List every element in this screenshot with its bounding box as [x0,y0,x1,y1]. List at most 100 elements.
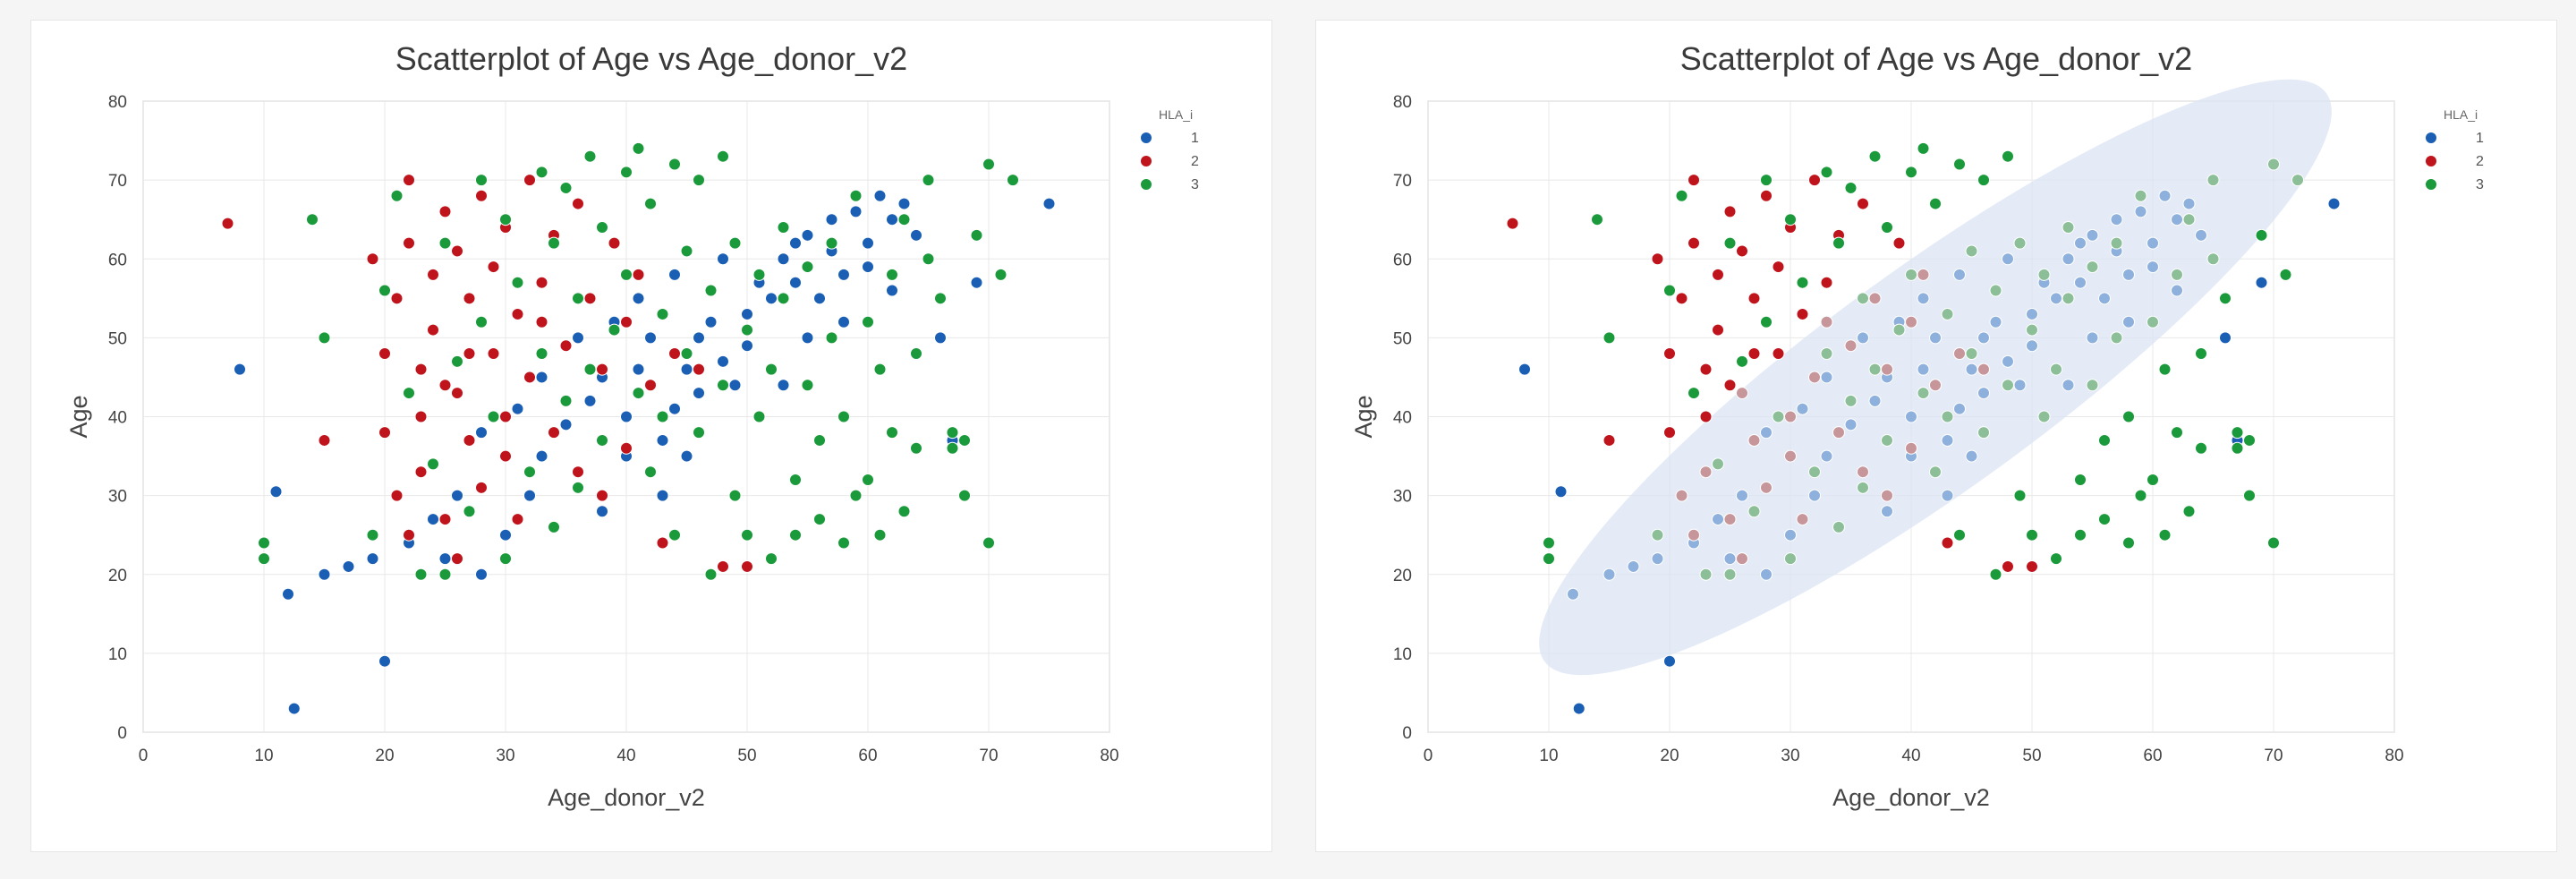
data-point-series-3 [1675,189,1688,202]
data-point-series-3 [1905,268,1917,281]
data-point-series-3 [717,149,729,163]
data-point-series-3 [2195,347,2207,360]
data-point-series-2 [559,339,573,353]
data-point-series-1 [777,379,790,392]
data-point-series-1 [1941,489,1954,502]
data-point-series-1 [451,489,463,502]
data-point-series-3 [2062,292,2075,305]
data-point-series-2 [511,513,524,526]
data-point-series-2 [1760,189,1773,202]
data-point-series-2 [1881,489,1893,502]
data-point-series-2 [1663,426,1676,440]
data-point-series-3 [1543,536,1555,550]
data-point-series-1 [934,331,947,345]
data-point-series-2 [548,426,560,440]
data-point-series-2 [1723,513,1737,526]
data-point-series-2 [1796,513,1809,526]
data-point-series-3 [572,481,584,494]
data-point-series-2 [1808,174,1821,187]
data-point-series-2 [403,236,415,250]
data-point-series-1 [2255,276,2268,289]
data-point-series-3 [656,410,669,423]
data-point-series-2 [390,292,404,305]
data-point-series-2 [2026,559,2038,573]
data-point-series-3 [1747,505,1761,518]
data-point-series-1 [886,284,898,297]
data-point-series-3 [752,410,766,423]
data-point-series-1 [2062,252,2075,266]
y-tick-label: 80 [108,93,127,112]
data-point-series-3 [958,489,971,502]
data-point-series-3 [656,307,669,320]
data-point-series-2 [1881,363,1893,376]
data-point-series-3 [1989,568,2002,581]
data-point-series-3 [1929,197,1942,210]
data-point-series-1 [886,213,898,226]
data-point-series-3 [2158,528,2172,542]
data-point-series-3 [1784,552,1797,566]
x-axis-title: Age_donor_v2 [1832,784,1990,811]
data-point-series-3 [849,489,863,502]
data-point-series-1 [2098,292,2111,305]
data-point-series-2 [451,552,463,566]
data-point-series-2 [1675,489,1688,502]
data-point-series-2 [2002,559,2014,573]
data-point-series-2 [390,489,404,502]
data-point-series-2 [1772,347,1785,360]
data-point-series-3 [789,474,802,486]
data-point-series-3 [1941,307,1954,320]
legend-marker-3 [1141,179,1152,190]
data-point-series-3 [1760,174,1773,187]
data-point-series-1 [2134,205,2147,218]
data-point-series-2 [535,276,548,289]
data-point-series-2 [1953,347,1966,360]
data-point-series-1 [1736,489,1748,502]
data-point-series-1 [813,292,826,305]
data-point-series-3 [2243,433,2256,447]
data-point-series-2 [596,363,608,376]
data-point-series-3 [1688,387,1700,400]
data-point-series-3 [2195,441,2207,455]
data-point-series-3 [2255,228,2268,242]
data-point-series-3 [1929,465,1942,479]
data-point-series-3 [2231,441,2244,455]
x-tick-label: 50 [737,747,756,765]
data-point-series-3 [1832,520,1845,533]
data-point-series-3 [970,228,983,242]
data-point-series-3 [427,457,439,471]
data-point-series-2 [451,244,463,258]
data-point-series-3 [1868,363,1882,376]
data-point-series-1 [789,236,802,250]
data-point-series-2 [523,174,536,187]
data-point-series-1 [2147,260,2159,274]
data-point-series-3 [886,268,898,281]
data-point-series-3 [2291,174,2304,187]
data-point-series-1 [1868,394,1882,407]
data-point-series-3 [2206,174,2220,187]
data-point-series-2 [1760,481,1773,494]
data-point-series-1 [1554,485,1568,499]
data-point-series-2 [1651,252,1664,266]
data-point-series-3 [1723,236,1737,250]
data-point-series-3 [620,268,633,281]
data-point-series-1 [1941,433,1954,447]
data-point-series-1 [535,449,548,463]
data-point-series-3 [1977,174,1990,187]
data-point-series-2 [438,379,452,392]
x-tick-label: 20 [1660,747,1679,765]
data-point-series-3 [1844,394,1858,407]
data-point-series-1 [1965,363,1978,376]
data-point-series-3 [886,426,898,440]
data-point-series-1 [2074,236,2087,250]
data-point-series-3 [2002,379,2014,392]
data-point-series-3 [946,441,959,455]
data-point-series-3 [1820,347,1833,360]
data-point-series-3 [475,315,488,329]
data-point-series-3 [2219,292,2232,305]
data-point-series-1 [1663,654,1676,668]
data-point-series-3 [837,410,850,423]
data-point-series-2 [572,465,584,479]
data-point-series-3 [1905,166,1917,179]
data-point-series-2 [427,323,439,337]
data-point-series-2 [487,347,500,360]
